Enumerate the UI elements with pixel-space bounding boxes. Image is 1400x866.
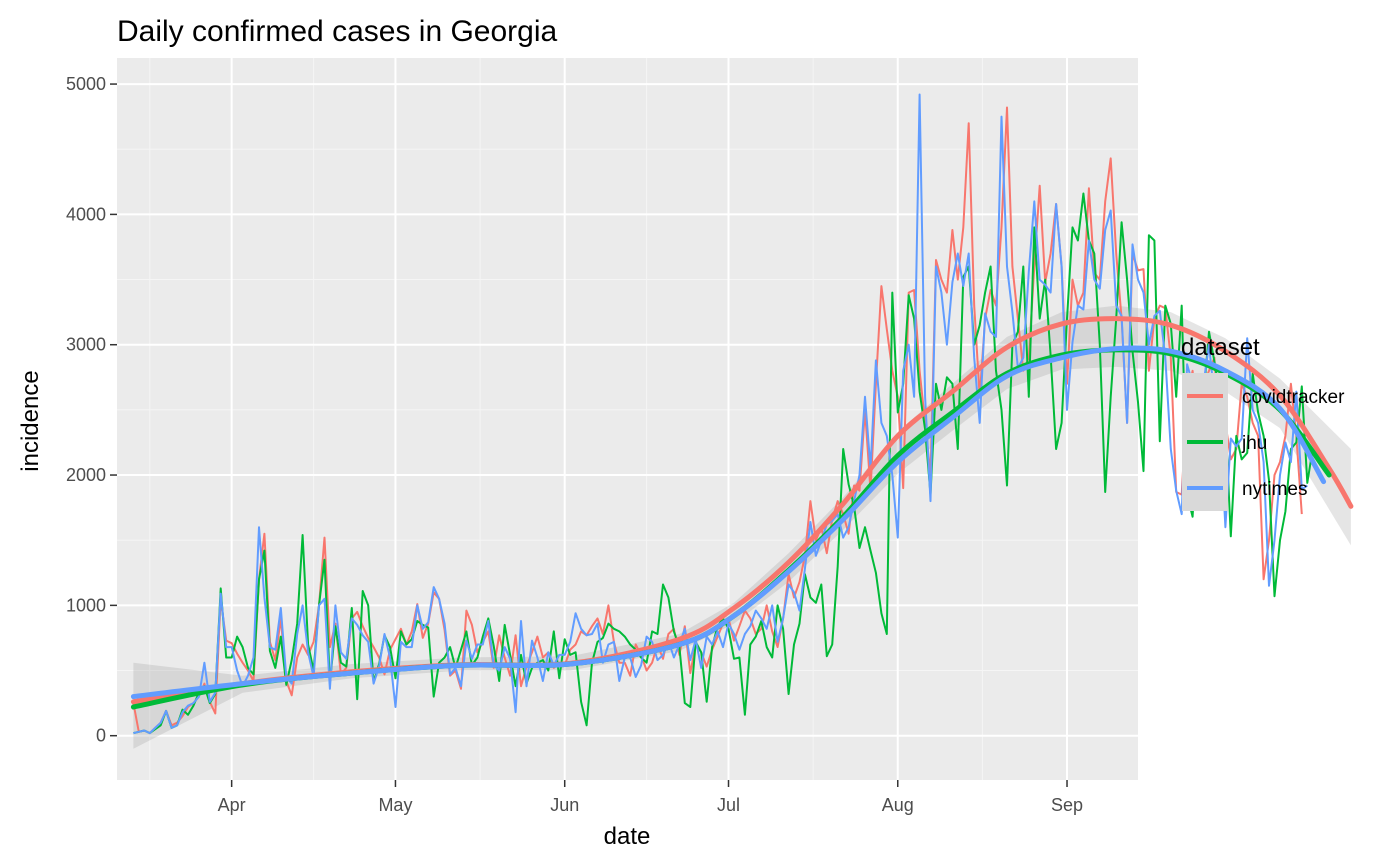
plot-panel	[117, 58, 1138, 780]
confidence-band-layer	[133, 305, 1351, 749]
y-axis: 0 1000 2000 3000 4000 5000	[66, 74, 117, 746]
legend-title: dataset	[1181, 334, 1260, 361]
y-tick-label: 4000	[66, 204, 106, 224]
y-tick-label: 1000	[66, 595, 106, 615]
y-tick-label: 3000	[66, 335, 106, 355]
x-axis: Apr May Jun Jul Aug Sep	[218, 780, 1083, 815]
x-tick-label: Jun	[550, 795, 579, 815]
x-tick-label: Jul	[717, 795, 740, 815]
y-tick-label: 0	[96, 726, 106, 746]
y-tick-label: 5000	[66, 74, 106, 94]
confidence-band	[133, 305, 1351, 749]
x-tick-label: Apr	[218, 795, 246, 815]
chart-title: Daily confirmed cases in Georgia	[117, 15, 558, 48]
smooth-layer	[130, 316, 1354, 710]
legend: dataset covidtracker jhu nytimes	[1181, 334, 1345, 511]
legend-label-jhu: jhu	[1241, 433, 1267, 454]
x-tick-label: Aug	[882, 795, 914, 815]
y-axis-title: incidence	[17, 370, 44, 471]
grid-major	[117, 58, 1138, 780]
legend-label-nytimes: nytimes	[1242, 479, 1307, 500]
grid-minor	[117, 58, 1138, 780]
series-line-covidtracker	[132, 106, 1303, 735]
legend-label-covidtracker: covidtracker	[1242, 387, 1345, 408]
x-axis-title: date	[604, 823, 651, 850]
legend-items: covidtracker jhu nytimes	[1182, 373, 1345, 511]
y-tick-label: 2000	[66, 465, 106, 485]
smooth-line-nytimes	[130, 345, 1327, 700]
x-tick-label: Sep	[1051, 795, 1083, 815]
x-tick-label: May	[378, 795, 412, 815]
